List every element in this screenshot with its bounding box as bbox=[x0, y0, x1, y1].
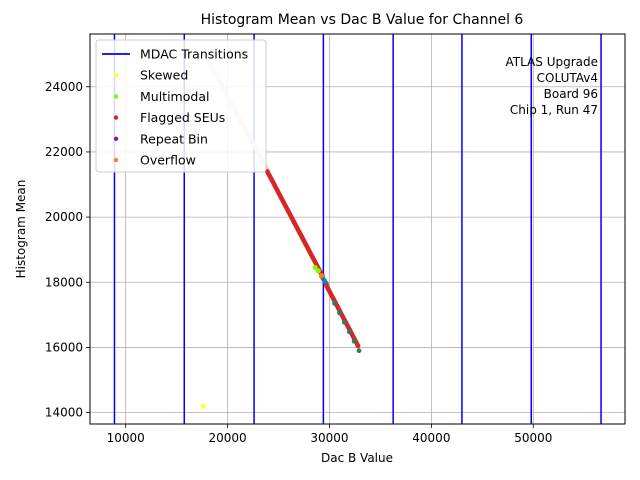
x-tick-label: 50000 bbox=[514, 431, 552, 445]
y-tick-label: 16000 bbox=[45, 340, 83, 354]
x-tick-label: 10000 bbox=[107, 431, 145, 445]
data-point bbox=[332, 301, 337, 306]
flag-point bbox=[200, 403, 206, 409]
legend-label: Repeat Bin bbox=[140, 131, 208, 146]
legend: MDAC Transitions Skewed Multimodal Flagged … bbox=[95, 39, 267, 173]
data-point bbox=[341, 319, 347, 325]
legend-label: Multimodal bbox=[140, 89, 209, 104]
flag-point bbox=[315, 268, 321, 274]
flag-point bbox=[318, 273, 324, 279]
y-axis-label: Histogram Mean bbox=[14, 180, 28, 279]
annotation-line-3: Board 96 bbox=[544, 87, 598, 101]
legend-label: Flagged SEUs bbox=[140, 110, 225, 125]
legend-label: MDAC Transitions bbox=[140, 47, 248, 62]
data-point bbox=[356, 348, 362, 354]
chart-title: Histogram Mean vs Dac B Value for Channe… bbox=[201, 12, 524, 28]
axes-frame bbox=[89, 33, 626, 425]
y-tick-label: 14000 bbox=[45, 406, 83, 420]
run-annotation: ATLAS Upgrade COLUTAv4 Board 96 Chip 1, … bbox=[505, 55, 598, 117]
data-point bbox=[346, 329, 352, 335]
x-tick-label: 40000 bbox=[412, 431, 450, 445]
data-point bbox=[337, 310, 342, 316]
x-axis-label: Dac B Value bbox=[321, 451, 393, 465]
legend-point-swatch bbox=[113, 157, 119, 163]
x-tick-label: 20000 bbox=[208, 431, 246, 445]
y-tick-label: 20000 bbox=[45, 210, 83, 224]
y-tick-label: 18000 bbox=[45, 275, 83, 289]
annotation-line-2: COLUTAv4 bbox=[537, 71, 598, 85]
x-tick-label: 30000 bbox=[310, 431, 348, 445]
data-point bbox=[355, 343, 361, 349]
y-tick-label: 24000 bbox=[45, 80, 83, 94]
y-axis-ticks: 14000 16000 18000 20000 22000 24000 bbox=[45, 80, 90, 420]
y-tick-label: 22000 bbox=[45, 145, 83, 159]
annotation-line-1: ATLAS Upgrade bbox=[505, 55, 598, 69]
annotation-line-4: Chip 1, Run 47 bbox=[510, 103, 598, 117]
legend-label: Skewed bbox=[140, 68, 188, 83]
legend-point-swatch bbox=[113, 136, 119, 141]
legend-point-swatch bbox=[113, 73, 119, 78]
legend-point-swatch bbox=[113, 94, 119, 99]
legend-point-swatch bbox=[113, 115, 119, 120]
legend-box bbox=[95, 39, 267, 173]
x-axis-ticks: 10000 20000 30000 40000 50000 bbox=[107, 424, 552, 445]
data-point bbox=[351, 338, 357, 344]
legend-label: Overflow bbox=[140, 153, 196, 168]
flag-point bbox=[312, 265, 318, 271]
